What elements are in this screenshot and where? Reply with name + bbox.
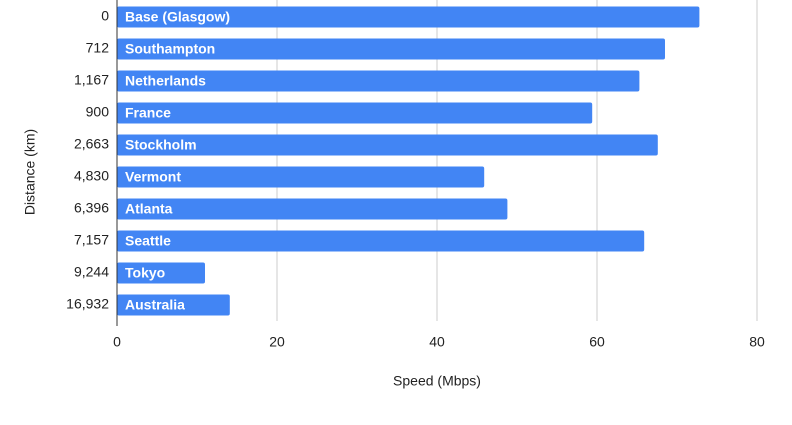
bar-label: Australia [125,297,185,313]
bar-label: Vermont [125,169,181,185]
x-axis-title: Speed (Mbps) [393,373,481,389]
bar [117,166,485,188]
y-tick-label: 1,167 [74,72,109,88]
bar [117,70,640,92]
y-tick-label: 900 [86,104,110,120]
bar-label: Netherlands [125,73,206,89]
bar [117,102,593,124]
bar-label: Stockholm [125,137,197,153]
y-tick-label: 9,244 [74,264,109,280]
bar [117,294,230,316]
bar [117,38,665,60]
bar [117,198,508,220]
bar-label: Atlanta [125,201,173,217]
bar [117,230,645,252]
bar-label: France [125,105,171,121]
y-axis-title: Distance (km) [22,129,38,215]
bar-label: Southampton [125,41,215,57]
bar [117,134,658,156]
x-tick-label: 0 [113,334,121,350]
y-tick-label: 7,157 [74,232,109,248]
y-tick-label: 0 [101,8,109,24]
bar-label: Seattle [125,233,171,249]
y-tick-label: 712 [86,40,110,56]
y-tick-label: 6,396 [74,200,109,216]
bar-label: Tokyo [125,265,165,281]
x-tick-label: 40 [429,334,445,350]
y-tick-label: 16,932 [66,296,109,312]
y-tick-label: 4,830 [74,168,109,184]
y-tick-label: 2,663 [74,136,109,152]
bar [117,262,205,284]
bar [117,6,700,28]
x-tick-label: 20 [269,334,285,350]
x-tick-label: 60 [589,334,605,350]
bar-label: Base (Glasgow) [125,9,230,25]
x-tick-label: 80 [749,334,765,350]
